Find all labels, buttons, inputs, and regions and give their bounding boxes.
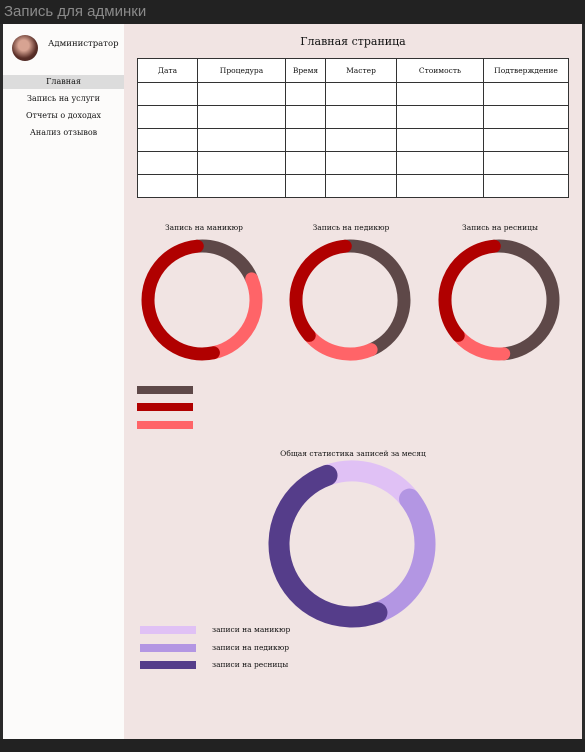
table-cell[interactable]: [325, 105, 397, 129]
sidebar-item-reviews-analysis[interactable]: Анализ отзывов: [29, 128, 98, 137]
donut-slice: [451, 328, 511, 361]
column-header-cost: Стоимость: [396, 58, 484, 83]
table-cell[interactable]: [396, 174, 484, 198]
table-cell[interactable]: [325, 128, 397, 152]
table-cell[interactable]: [325, 82, 397, 106]
table-cell[interactable]: [285, 151, 326, 175]
sidebar: Администратор Главная Запись на услуги О…: [3, 24, 124, 739]
legend-swatch-pedicure: [140, 644, 196, 652]
lashes-chart-title: Запись на ресницы: [462, 223, 538, 232]
donut-slice: [268, 464, 388, 628]
page-title: Главная страница: [300, 35, 406, 48]
table-row: [137, 128, 569, 152]
manicure-chart-title: Запись на маникюр: [165, 223, 243, 232]
legend-swatch-coral: [137, 421, 193, 429]
table-cell[interactable]: [483, 82, 569, 106]
table-row: [137, 151, 569, 175]
window-bottom-edge: [0, 739, 585, 752]
donut-slice: [366, 488, 436, 624]
table-cell[interactable]: [285, 174, 326, 198]
donut-slice: [289, 239, 352, 342]
table-cell[interactable]: [483, 174, 569, 198]
legend-swatch-dark-red: [137, 403, 193, 411]
table-cell[interactable]: [285, 128, 326, 152]
sidebar-item-home[interactable]: Главная: [3, 75, 124, 89]
table-cell[interactable]: [483, 128, 569, 152]
appointments-table: Дата Процедура Время Мастер Стоимость По…: [137, 58, 569, 198]
legend-label-pedicure: записи на педикюр: [212, 643, 290, 652]
table-cell[interactable]: [483, 105, 569, 129]
pedicure-chart-title: Запись на педикюр: [312, 223, 390, 232]
table-row: [137, 82, 569, 106]
lashes-donut-chart: [438, 239, 560, 361]
sidebar-item-income-reports[interactable]: Отчеты о доходах: [26, 111, 101, 120]
table-cell[interactable]: [197, 128, 286, 152]
table-cell[interactable]: [325, 174, 397, 198]
legend-swatch-lashes: [140, 661, 196, 669]
table-header-row: Дата Процедура Время Мастер Стоимость По…: [137, 58, 569, 83]
table-cell[interactable]: [285, 82, 326, 106]
table-cell[interactable]: [137, 174, 198, 198]
manicure-donut-chart: [141, 239, 263, 361]
table-cell[interactable]: [483, 151, 569, 175]
donut-slice: [190, 239, 259, 286]
table-row: [137, 105, 569, 129]
legend-swatch-dark-brown: [137, 386, 193, 394]
table-cell[interactable]: [137, 82, 198, 106]
table-cell[interactable]: [396, 105, 484, 129]
table-cell[interactable]: [197, 105, 286, 129]
donut-slice: [206, 272, 263, 360]
donut-slice: [316, 460, 421, 510]
column-header-procedure: Процедура: [197, 58, 286, 83]
window-titlebar: Запись для админки: [0, 0, 585, 24]
donut-slice: [438, 239, 501, 342]
avatar: [12, 35, 38, 61]
legend-label-lashes: записи на ресницы: [212, 660, 289, 669]
column-header-time: Время: [285, 58, 326, 83]
legend-swatch-manicure: [140, 626, 196, 634]
donut-slice: [487, 239, 560, 361]
sidebar-item-booking[interactable]: Запись на услуги: [27, 94, 100, 103]
table-cell[interactable]: [197, 174, 286, 198]
donut-slice: [141, 239, 220, 361]
table-cell[interactable]: [396, 128, 484, 152]
table-cell[interactable]: [396, 82, 484, 106]
table-cell[interactable]: [137, 128, 198, 152]
donut-slice: [338, 239, 411, 357]
user-name: Администратор: [48, 39, 119, 49]
table-cell[interactable]: [197, 151, 286, 175]
window-title: Запись для админки: [4, 3, 147, 20]
table-cell[interactable]: [285, 105, 326, 129]
main-content: Главная страница Дата Процедура Время Ма…: [124, 24, 582, 739]
monthly-stats-chart-title: Общая статистика записей за месяц: [280, 449, 426, 458]
table-cell[interactable]: [396, 151, 484, 175]
table-cell[interactable]: [137, 151, 198, 175]
column-header-master: Мастер: [325, 58, 397, 83]
table-cell[interactable]: [325, 151, 397, 175]
table-cell[interactable]: [137, 105, 198, 129]
column-header-confirmation: Подтверждение: [483, 58, 569, 83]
pedicure-donut-chart: [289, 239, 411, 361]
table-cell[interactable]: [197, 82, 286, 106]
monthly-stats-donut-chart: [268, 460, 436, 628]
donut-slice: [302, 328, 378, 361]
column-header-date: Дата: [137, 58, 198, 83]
table-row: [137, 174, 569, 198]
legend-label-manicure: записи на маникюр: [212, 625, 291, 634]
